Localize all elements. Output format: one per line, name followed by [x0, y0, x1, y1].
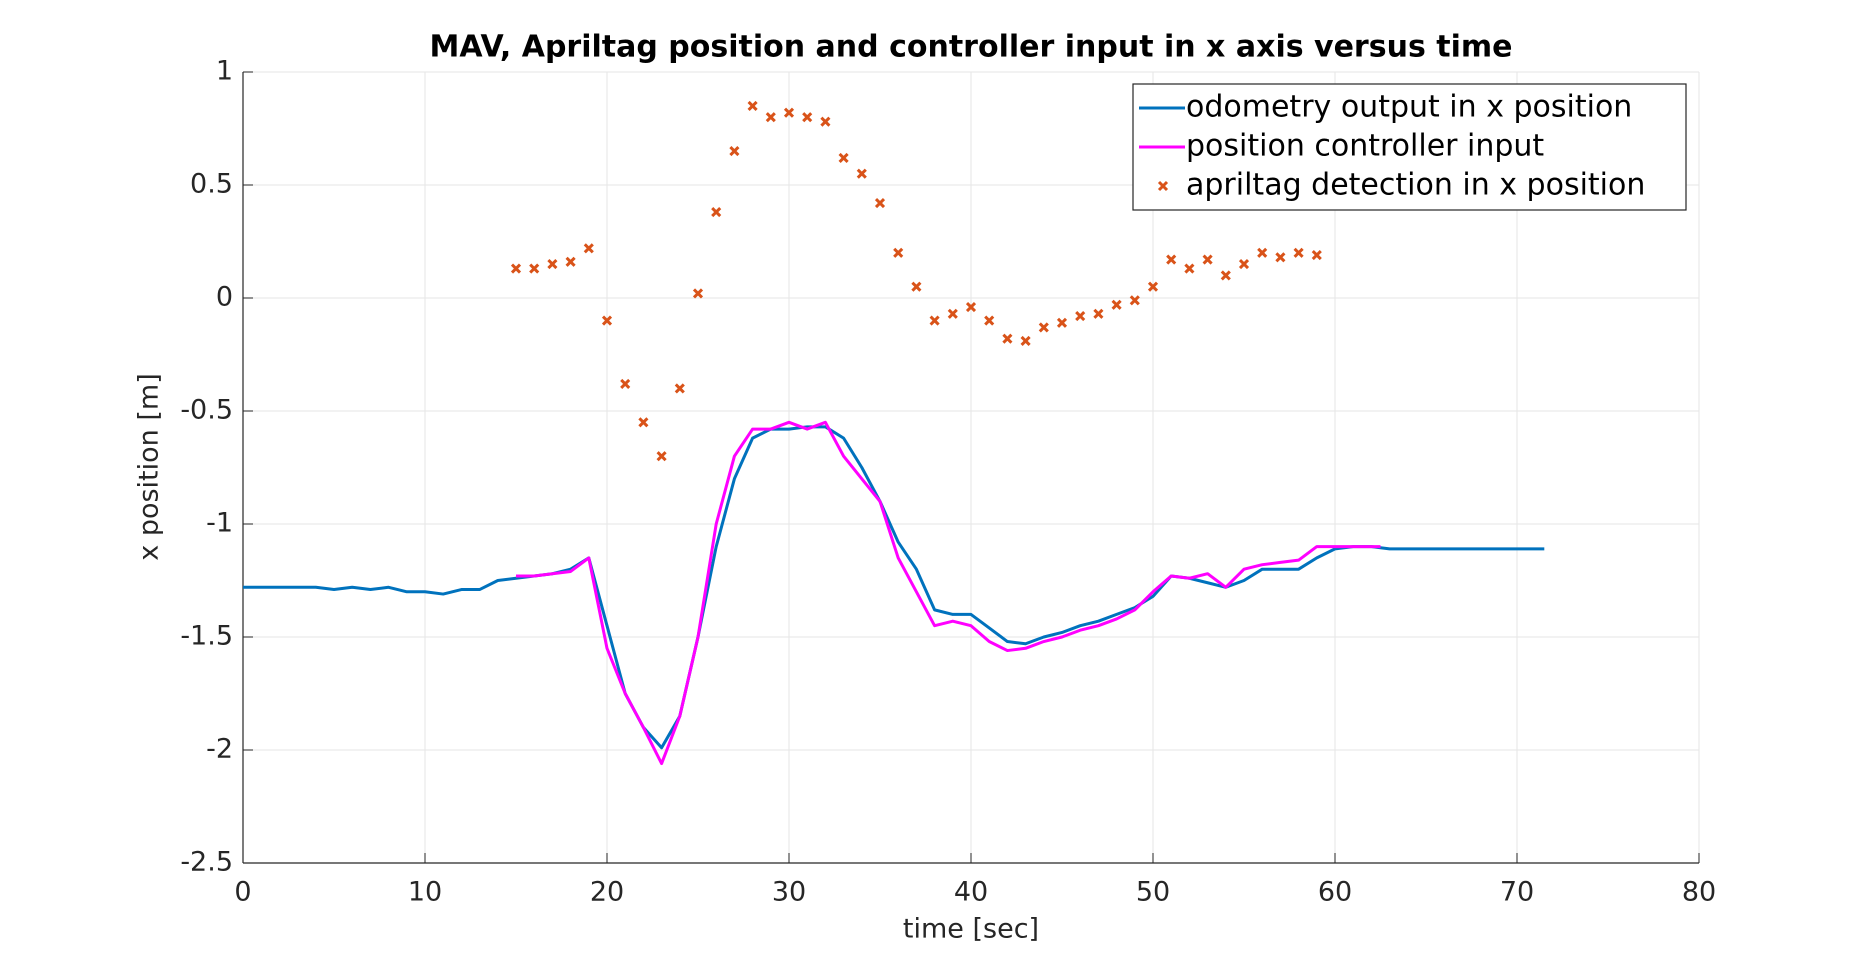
data-point	[1129, 295, 1140, 306]
data-point	[638, 417, 649, 428]
chart-title: MAV, Apriltag position and controller in…	[430, 30, 1513, 65]
x-tick-label: 70	[1500, 877, 1534, 908]
data-line	[243, 425, 1545, 750]
data-point	[1202, 254, 1213, 265]
data-line	[516, 420, 1381, 766]
data-point	[747, 100, 758, 111]
data-point	[1093, 308, 1104, 319]
y-tick-label: -1.5	[180, 621, 233, 652]
data-point	[984, 315, 995, 326]
y-axis-label: x position [m]	[134, 373, 165, 560]
data-point	[1311, 249, 1322, 261]
data-point	[965, 301, 977, 313]
data-point	[1166, 254, 1177, 265]
y-tick-label: -2	[206, 734, 233, 765]
data-point	[1147, 281, 1159, 292]
data-point	[1002, 333, 1013, 344]
data-point	[656, 451, 667, 462]
data-point	[529, 263, 540, 274]
data-point	[1220, 270, 1231, 281]
data-point	[1056, 317, 1068, 328]
data-point	[874, 198, 886, 209]
legend-box	[1132, 83, 1687, 211]
data-point	[1184, 263, 1195, 274]
data-point	[783, 107, 795, 118]
data-point	[1111, 299, 1122, 310]
data-point	[692, 288, 704, 299]
legend-label: position controller input	[1186, 129, 1544, 164]
data-point	[856, 168, 867, 179]
legend-label: apriltag detection in x position	[1186, 168, 1645, 203]
legend-marker	[1157, 180, 1169, 192]
data-point	[1075, 311, 1086, 322]
legend-label: odometry output in x position	[1186, 90, 1632, 125]
data-point	[947, 308, 958, 319]
x-tick-label: 10	[408, 877, 442, 908]
data-point	[510, 263, 522, 274]
y-tick-label: -0.5	[180, 395, 233, 426]
x-axis-label: time [sec]	[903, 914, 1039, 945]
data-point	[929, 315, 940, 326]
data-point	[765, 112, 776, 123]
data-point	[1275, 252, 1286, 263]
y-tick-label: -1	[206, 508, 233, 539]
data-point	[674, 383, 685, 394]
x-tick-label: 60	[1318, 877, 1352, 908]
data-point	[1038, 322, 1049, 333]
data-point	[620, 378, 631, 389]
x-tick-label: 50	[1136, 877, 1170, 908]
data-point	[729, 146, 740, 157]
data-point	[711, 207, 722, 218]
data-point	[911, 281, 922, 292]
y-tick-label: 0	[216, 282, 233, 313]
x-tick-label: 40	[954, 877, 988, 908]
data-point	[893, 247, 904, 258]
x-tick-label: 20	[590, 877, 624, 908]
data-point	[1238, 259, 1250, 270]
y-tick-label: -2.5	[180, 847, 233, 878]
data-point	[583, 243, 594, 254]
data-point	[601, 315, 613, 326]
data-point	[1257, 247, 1268, 258]
data-point	[565, 256, 576, 267]
data-point	[547, 259, 558, 270]
data-point	[802, 112, 813, 123]
x-tick-label: 80	[1682, 877, 1716, 908]
x-tick-label: 0	[234, 877, 251, 908]
data-point	[820, 116, 831, 127]
y-tick-label: 1	[216, 56, 233, 87]
data-point	[838, 152, 849, 163]
y-tick-label: 0.5	[190, 169, 233, 200]
data-point	[1293, 247, 1304, 258]
x-tick-label: 30	[772, 877, 806, 908]
data-point	[1020, 335, 1031, 347]
